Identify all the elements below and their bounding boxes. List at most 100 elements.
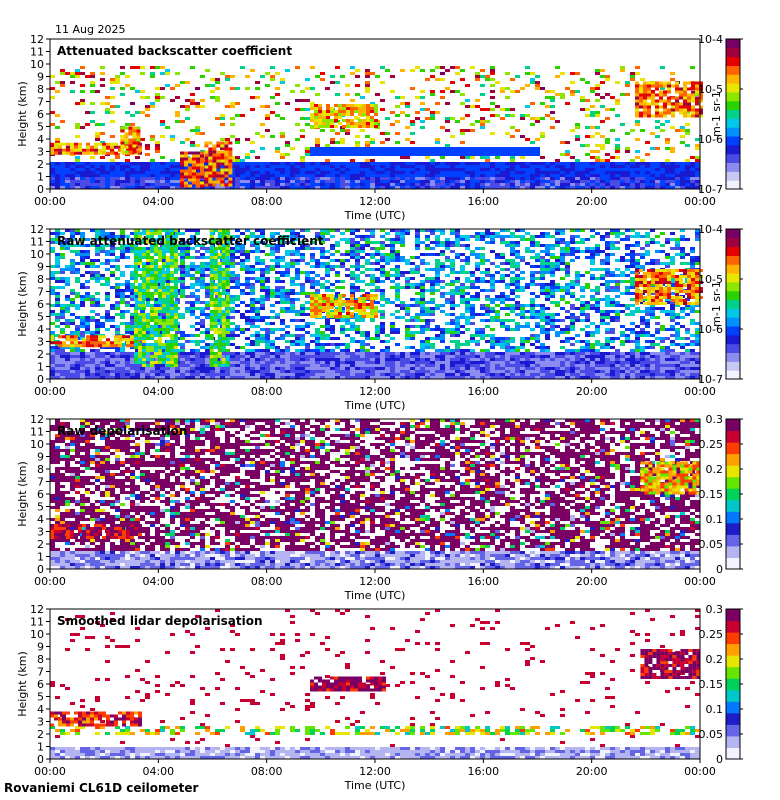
x-tick-label: 00:00 <box>34 765 66 778</box>
x-tick-label: 00:00 <box>684 575 716 588</box>
colorbar-label: 0.05 <box>699 728 724 741</box>
y-tick-label: 10 <box>30 628 44 641</box>
x-tick-label: 12:00 <box>359 195 391 208</box>
y-tick-label: 0 <box>37 753 44 766</box>
panels: Attenuated backscatter coefficient012345… <box>16 33 743 792</box>
feature-4 <box>204 141 233 187</box>
y-tick-label: 8 <box>37 83 44 96</box>
colorbar-label: 0 <box>716 563 723 576</box>
y-tick-label: 4 <box>37 513 44 526</box>
y-tick-label: 8 <box>37 653 44 666</box>
y-tick-label: 1 <box>37 551 44 564</box>
x-tick-label: 12:00 <box>359 765 391 778</box>
x-tick-label: 16:00 <box>467 195 499 208</box>
panel-title: Attenuated backscatter coefficient <box>57 44 292 58</box>
y-tick-label: 2 <box>37 348 44 361</box>
y-tick-label: 12 <box>30 223 44 236</box>
feature-1 <box>50 711 142 727</box>
feature-2 <box>120 126 141 154</box>
y-tick-label: 7 <box>37 286 44 299</box>
x-axis-label: Time (UTC) <box>344 209 406 222</box>
colorbar-label: 0.1 <box>706 513 724 526</box>
y-axis-label: Height (km) <box>16 271 29 337</box>
colorbar-unit: m-1 sr-1 <box>710 281 723 327</box>
colorbar-label: 0.25 <box>699 628 724 641</box>
feature-2 <box>640 461 701 495</box>
y-tick-label: 0 <box>37 183 44 196</box>
y-tick-label: 4 <box>37 323 44 336</box>
heatmap-cells <box>50 609 700 759</box>
feature-2 <box>133 229 178 367</box>
y-tick-label: 8 <box>37 273 44 286</box>
station-label: Rovaniemi CL61D ceilometer <box>4 781 199 795</box>
y-tick-label: 3 <box>37 336 44 349</box>
colorbar-label: 0.15 <box>699 488 724 501</box>
y-tick-label: 10 <box>30 438 44 451</box>
y-tick-label: 9 <box>37 451 44 464</box>
feature-3 <box>209 229 230 367</box>
panel-title: Raw depolarisation <box>57 424 187 438</box>
y-tick-label: 5 <box>37 311 44 324</box>
feature-3 <box>640 649 701 679</box>
y-tick-label: 6 <box>37 108 44 121</box>
x-tick-label: 04:00 <box>142 385 174 398</box>
y-tick-label: 11 <box>30 426 44 439</box>
colorbar-label: 0.2 <box>706 463 724 476</box>
y-tick-label: 7 <box>37 666 44 679</box>
x-tick-label: 04:00 <box>142 195 174 208</box>
y-tick-label: 1 <box>37 171 44 184</box>
y-tick-label: 12 <box>30 33 44 46</box>
colorbar-label: 0.3 <box>706 413 724 426</box>
x-tick-label: 08:00 <box>251 195 283 208</box>
colorbar-label: 0.25 <box>699 438 724 451</box>
colorbar-label: 10-6 <box>698 133 723 146</box>
y-tick-label: 11 <box>30 616 44 629</box>
colorbar-label: 0.3 <box>706 603 724 616</box>
y-tick-label: 0 <box>37 563 44 576</box>
y-tick-label: 2 <box>37 538 44 551</box>
y-tick-label: 9 <box>37 71 44 84</box>
y-tick-label: 3 <box>37 146 44 159</box>
y-tick-label: 7 <box>37 96 44 109</box>
x-tick-label: 16:00 <box>467 385 499 398</box>
x-tick-label: 00:00 <box>34 575 66 588</box>
y-axis-label: Height (km) <box>16 651 29 717</box>
feature-5 <box>635 269 703 305</box>
heatmap-cells <box>50 419 700 569</box>
y-tick-label: 10 <box>30 248 44 261</box>
x-axis-label: Time (UTC) <box>344 399 406 412</box>
y-tick-label: 10 <box>30 58 44 71</box>
y-tick-label: 9 <box>37 261 44 274</box>
y-tick-label: 5 <box>37 691 44 704</box>
colorbar: 10-7 10-6 10-5 10-4 m-1 sr-1 <box>698 223 743 386</box>
panel-4: Smoothed lidar depolarisation01234567891… <box>16 603 743 792</box>
feature-3 <box>180 151 204 188</box>
x-tick-label: 04:00 <box>142 575 174 588</box>
feature-2 <box>310 676 386 692</box>
colorbar-label: 0.2 <box>706 653 724 666</box>
y-tick-label: 11 <box>30 46 44 59</box>
colorbar-unit: m-1 sr-1 <box>710 91 723 137</box>
x-tick-label: 08:00 <box>251 575 283 588</box>
colorbar: 0 0.05 0.1 0.15 0.2 0.25 0.3 <box>699 413 743 576</box>
y-tick-label: 6 <box>37 678 44 691</box>
colorbar-label: 10-6 <box>698 323 723 336</box>
colorbar: 0 0.05 0.1 0.15 0.2 0.25 0.3 <box>699 603 743 766</box>
feature-4 <box>310 294 378 318</box>
y-tick-label: 3 <box>37 526 44 539</box>
panel-title: Raw attenuated backscatter coefficient <box>57 234 324 248</box>
y-tick-label: 12 <box>30 603 44 616</box>
y-tick-label: 7 <box>37 476 44 489</box>
x-tick-label: 00:00 <box>34 385 66 398</box>
panel-1: Attenuated backscatter coefficient012345… <box>16 33 743 222</box>
panel-title: Smoothed lidar depolarisation <box>57 614 263 628</box>
feature-5 <box>310 104 378 128</box>
y-tick-label: 9 <box>37 641 44 654</box>
panel-3: Raw depolarisation0123456789101112Height… <box>16 413 743 602</box>
y-tick-label: 12 <box>30 413 44 426</box>
colorbar: 10-7 10-6 10-5 10-4 m-1 sr-1 <box>698 33 743 196</box>
x-tick-label: 00:00 <box>34 195 66 208</box>
colorbar-label: 10-5 <box>698 83 723 96</box>
y-tick-label: 3 <box>37 716 44 729</box>
